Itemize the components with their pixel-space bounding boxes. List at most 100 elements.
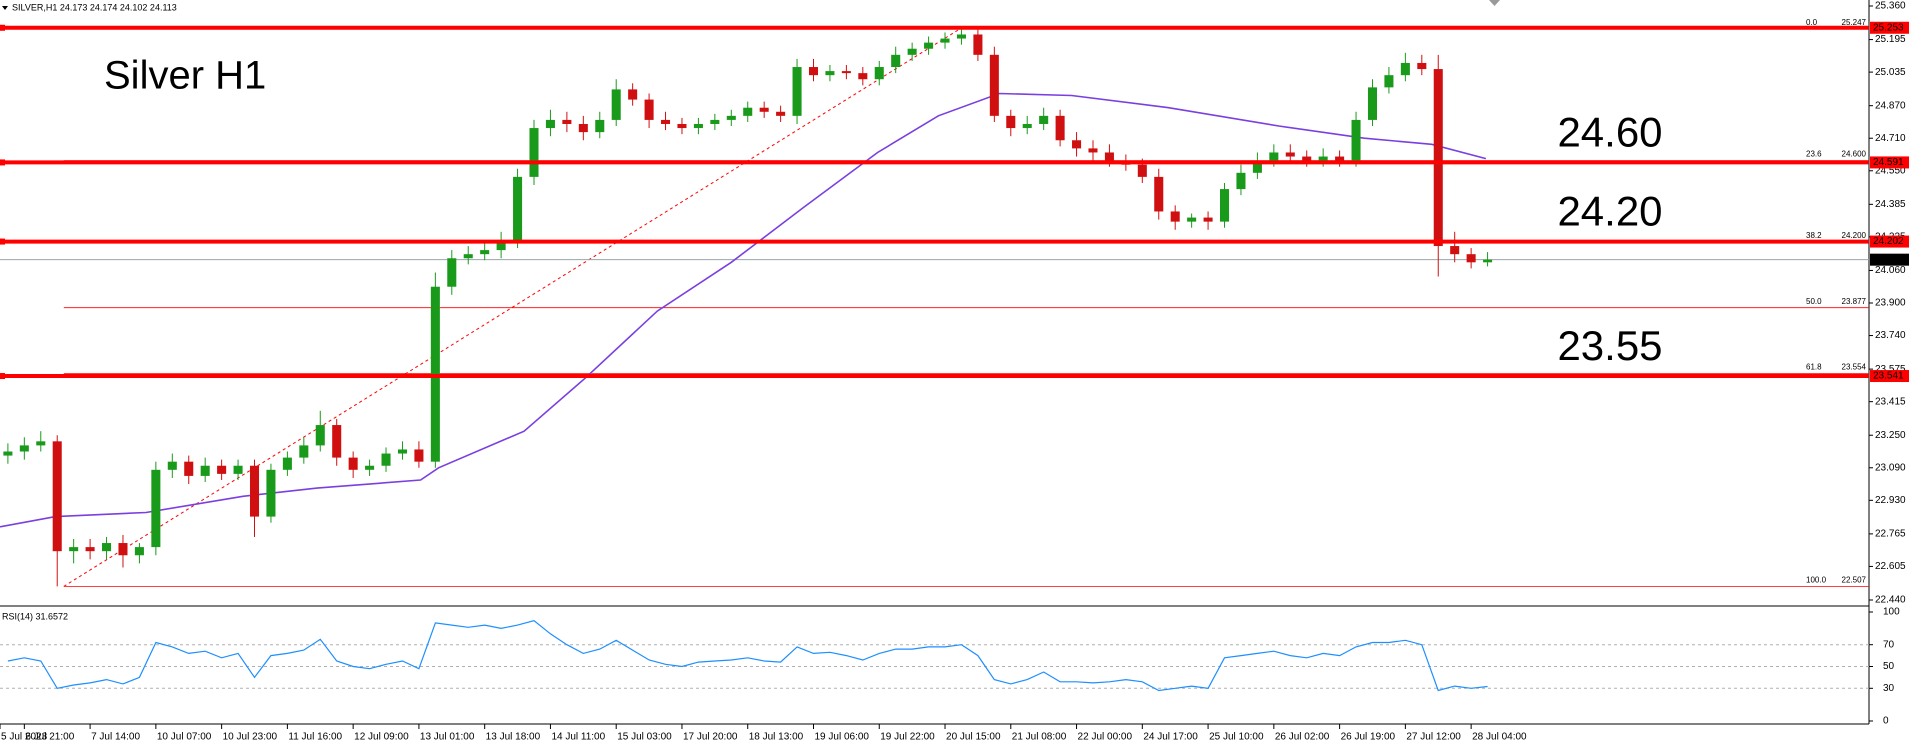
x-tick-label: 22 Jul 00:00	[1078, 732, 1133, 743]
level-annotation: 24.20	[1557, 188, 1662, 235]
candle-body	[3, 451, 13, 456]
x-tick-label: 21 Jul 08:00	[1012, 732, 1067, 743]
x-tick-label: 12 Jul 09:00	[354, 732, 409, 743]
candle-body	[940, 38, 950, 43]
level-annotation: 24.60	[1557, 109, 1662, 156]
x-tick-label: 28 Jul 04:00	[1472, 732, 1527, 743]
rsi-tick-label: 0	[1883, 716, 1889, 727]
candle-body	[1269, 152, 1279, 161]
level-price-label: 24.202	[1873, 236, 1904, 247]
x-tick-label: 19 Jul 22:00	[880, 732, 935, 743]
y-tick-label: 24.710	[1875, 133, 1906, 144]
candle-body	[414, 449, 424, 462]
candle-body	[1450, 246, 1460, 255]
candle-body	[841, 71, 851, 74]
candle-body	[151, 469, 161, 548]
candle-body	[118, 543, 128, 556]
y-tick-label: 23.090	[1875, 462, 1906, 473]
x-tick-label: 26 Jul 19:00	[1341, 732, 1396, 743]
candle-body	[167, 461, 177, 470]
candle-body	[52, 441, 62, 552]
candle-body	[1154, 176, 1164, 212]
fib-price: 22.507	[1842, 575, 1867, 584]
candle-body	[989, 54, 999, 116]
x-tick-label: 7 Jul 14:00	[91, 732, 140, 743]
candle-body	[1219, 189, 1230, 222]
x-tick-label: 6 Jul 21:00	[25, 732, 74, 743]
rsi-tick-label: 100	[1883, 607, 1900, 618]
candle-body	[1351, 119, 1361, 161]
candle-body	[1104, 152, 1114, 161]
candle-body	[891, 54, 901, 68]
x-tick-label: 20 Jul 15:00	[946, 732, 1001, 743]
candle-body	[85, 547, 95, 552]
level-marker	[0, 24, 5, 31]
candle-body	[825, 71, 835, 76]
candle-body	[907, 48, 917, 55]
candle-body	[102, 543, 112, 552]
x-tick-label: 27 Jul 12:00	[1406, 732, 1461, 743]
candle-body	[282, 457, 292, 470]
y-tick-label: 23.575	[1875, 364, 1906, 375]
candle-body	[545, 119, 555, 129]
candle-body	[480, 250, 490, 255]
x-tick-label: 18 Jul 13:00	[749, 732, 804, 743]
level-price-box	[1870, 156, 1909, 169]
x-tick-label: 26 Jul 02:00	[1275, 732, 1330, 743]
candle-body	[1285, 152, 1295, 157]
x-tick-label: 10 Jul 07:00	[157, 732, 212, 743]
level-marker	[0, 238, 5, 245]
candle-body	[578, 123, 588, 133]
candle-body	[447, 258, 457, 287]
candle-body	[858, 73, 868, 80]
y-tick-label: 22.930	[1875, 495, 1906, 506]
y-tick-label: 25.360	[1875, 1, 1906, 12]
candle-body	[924, 42, 934, 49]
candle-body	[973, 34, 983, 55]
y-tick-label: 24.060	[1875, 265, 1906, 276]
candle-body	[1088, 148, 1098, 153]
candle-body	[381, 453, 391, 466]
candle-body	[1335, 156, 1345, 161]
level-price-box	[1870, 21, 1909, 34]
candle-body	[1055, 115, 1065, 141]
candle-body	[693, 123, 703, 129]
candle-body	[1006, 115, 1016, 129]
rsi-label: RSI(14) 31.6572	[2, 611, 68, 621]
y-tick-label: 22.605	[1875, 561, 1906, 572]
candle-body	[1466, 254, 1476, 263]
rsi-tick-label: 30	[1883, 683, 1895, 694]
x-tick-label: 5 Jul 2023	[1, 732, 48, 743]
candle-body	[874, 67, 884, 80]
candle-body	[513, 176, 523, 242]
candle-body	[348, 457, 358, 470]
candle-body	[1302, 156, 1312, 161]
candle-body	[1137, 164, 1147, 177]
level-marker	[0, 159, 5, 166]
candle-body	[759, 107, 769, 112]
candle-body	[1384, 75, 1394, 88]
candle-body	[1252, 160, 1262, 173]
rsi-line	[7, 620, 1488, 692]
candle-body	[299, 445, 309, 458]
candle-body	[956, 34, 966, 39]
candle-body	[710, 119, 720, 124]
candle-body	[1187, 217, 1197, 222]
x-tick-label: 19 Jul 06:00	[814, 732, 869, 743]
candle-body	[677, 123, 687, 129]
current-price-label: 24.113	[1873, 254, 1903, 265]
y-tick-label: 23.415	[1875, 396, 1906, 407]
chart-header: SILVER,H1 24.173 24.174 24.102 24.113	[12, 2, 177, 12]
candle-body	[200, 465, 210, 476]
candle-body	[595, 119, 605, 133]
fib-price: 23.877	[1842, 297, 1867, 306]
x-tick-label: 13 Jul 18:00	[486, 732, 541, 743]
fib-trend-line	[63, 28, 961, 587]
fib-price: 24.600	[1842, 150, 1867, 159]
scroll-marker	[1489, 0, 1500, 6]
candle-body	[266, 469, 276, 517]
candle-body	[36, 441, 46, 446]
candle-body	[726, 115, 736, 120]
x-tick-label: 17 Jul 20:00	[683, 732, 738, 743]
